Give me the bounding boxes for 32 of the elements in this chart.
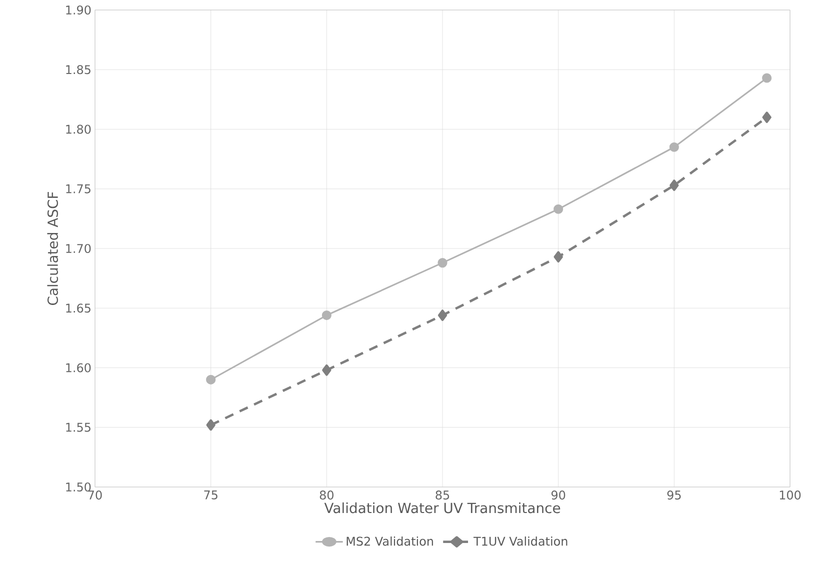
y-tick-label: 1.90 <box>66 5 91 15</box>
point <box>762 112 772 124</box>
legend-label: MS2 Validation <box>346 536 433 546</box>
y-tick-label: 1.50 <box>66 482 91 492</box>
y-tick-label: 1.65 <box>66 304 90 313</box>
x-tick-label: 70 <box>88 490 102 500</box>
y-tick-label: 1.75 <box>66 184 90 194</box>
x-tick-label: 85 <box>436 490 450 500</box>
point <box>438 258 448 268</box>
point <box>438 310 448 321</box>
x-tick-label: 80 <box>320 490 334 500</box>
y-tick-label: 1.85 <box>66 65 90 74</box>
y-tick-label: 1.60 <box>66 363 91 372</box>
point <box>322 364 332 376</box>
x-axis-title: Validation Water UV Transmitance <box>324 502 560 514</box>
point <box>322 310 332 320</box>
point <box>554 251 563 263</box>
point <box>669 142 679 152</box>
y-tick-label: 1.55 <box>66 422 90 432</box>
y-axis-title: Calculated ASCF <box>47 192 58 306</box>
x-tick-label: 75 <box>204 490 218 500</box>
point <box>206 419 216 431</box>
y-tick-label: 1.70 <box>66 244 91 254</box>
y-tick-label: 1.80 <box>66 124 91 134</box>
legend-label: T1UV Validation <box>473 536 568 546</box>
x-tick-label: 100 <box>780 490 801 500</box>
x-tick-label: 95 <box>667 490 681 500</box>
point <box>554 204 564 214</box>
point <box>762 73 772 83</box>
point <box>670 180 679 191</box>
x-tick-label: 90 <box>551 490 566 500</box>
point <box>206 374 216 384</box>
